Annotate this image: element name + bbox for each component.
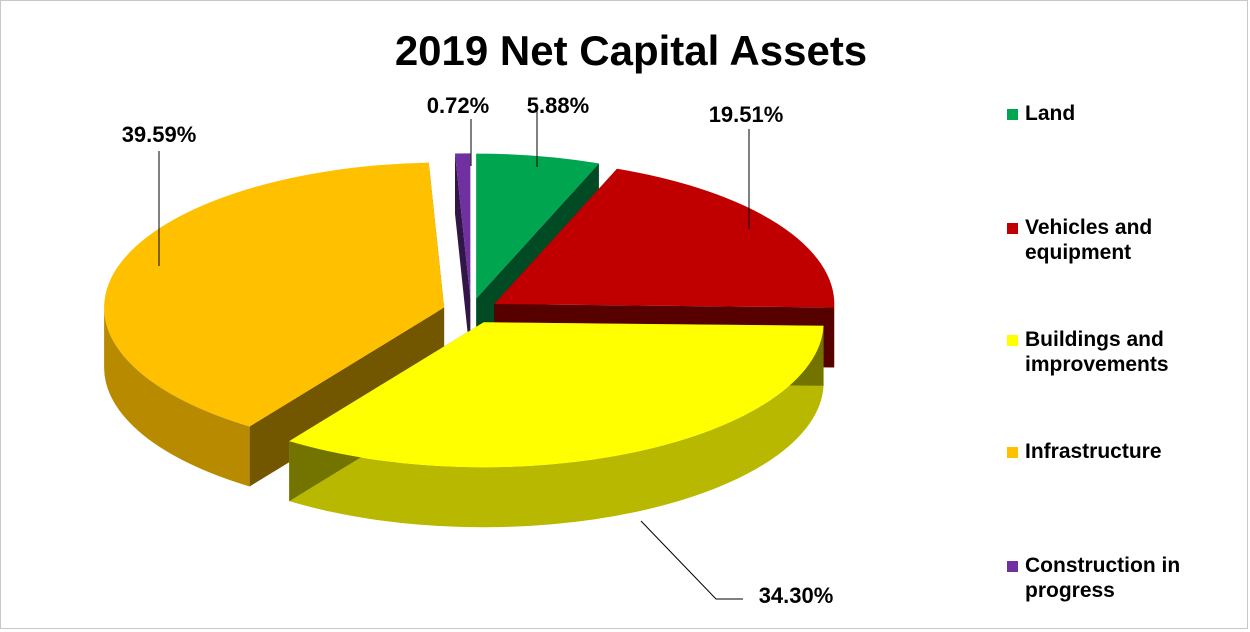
pie-slices — [104, 153, 834, 527]
data-label-infrastructure: 39.59% — [122, 122, 197, 147]
data-label-vehicles-and-equipment: 19.51% — [709, 102, 784, 127]
slice-construction-in-progress — [455, 153, 470, 358]
leader-line-buildings-and-improvements — [641, 521, 743, 599]
legend-swatch-vehicles-and-equipment — [1007, 223, 1018, 234]
data-label-buildings-and-improvements: 34.30% — [759, 583, 834, 608]
legend-swatch-buildings-and-improvements — [1007, 335, 1018, 346]
legend-swatch-infrastructure — [1007, 447, 1018, 458]
legend-swatch-construction-in-progress — [1007, 561, 1018, 572]
legend-label-vehicles-and-equipment: Vehicles and equipment — [1025, 215, 1245, 265]
legend-label-buildings-and-improvements: Buildings and improvements — [1025, 327, 1245, 377]
data-label-land: 5.88% — [527, 93, 589, 118]
legend-label-construction-in-progress: Construction in progress — [1025, 553, 1245, 603]
legend-label-land: Land — [1025, 101, 1245, 126]
data-label-construction-in-progress: 0.72% — [427, 93, 489, 118]
legend-label-infrastructure: Infrastructure — [1025, 439, 1245, 464]
legend-swatch-land — [1007, 109, 1018, 120]
